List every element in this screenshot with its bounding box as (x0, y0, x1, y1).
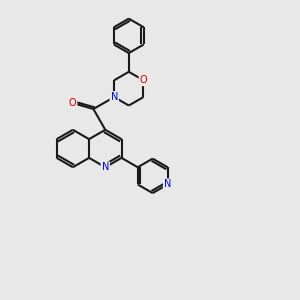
Text: O: O (140, 75, 147, 85)
Text: N: N (164, 179, 171, 190)
Text: N: N (110, 92, 118, 102)
Text: N: N (102, 162, 109, 172)
Text: O: O (69, 98, 76, 108)
